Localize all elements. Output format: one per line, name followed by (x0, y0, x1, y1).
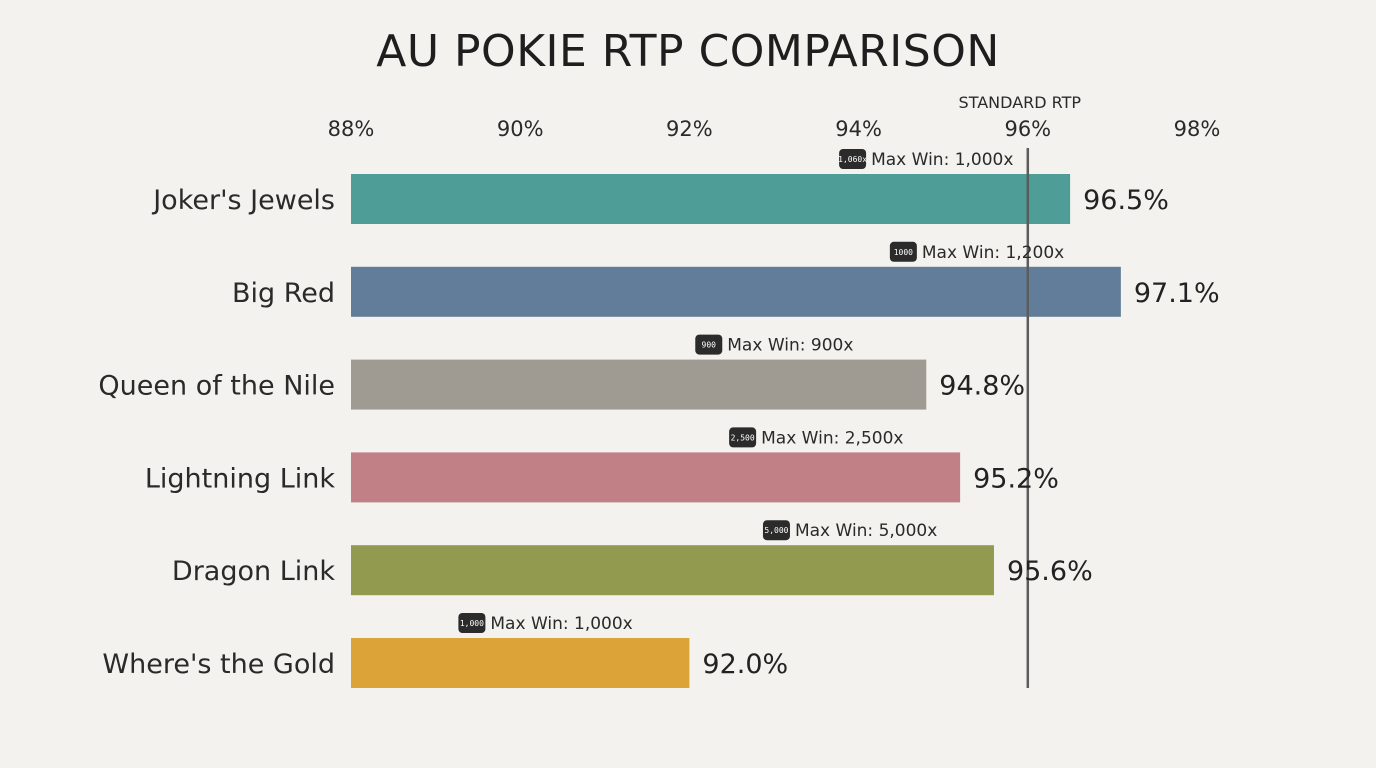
bar (351, 638, 690, 688)
max-win-badge-icon: 900 (695, 334, 723, 355)
value-label: 95.6% (1007, 556, 1093, 587)
category-label: Dragon Link (172, 556, 335, 587)
x-tick-label: 90% (497, 117, 544, 141)
value-label: 97.1% (1134, 278, 1220, 309)
max-win-badge-icon: 5,000 (762, 520, 790, 541)
badge-background (695, 334, 723, 355)
x-tick-label: 96% (1004, 117, 1051, 141)
x-tick-label: 94% (835, 117, 882, 141)
badge-background (839, 149, 867, 169)
max-win-label: Max Win: 1,000x (871, 150, 1013, 170)
value-labels: 96.5% 97.1% 94.8% 95.2% 95.6% 92.0% (702, 185, 1219, 680)
max-win-badge-icon: 1,060x (838, 149, 867, 169)
category-label: Lightning Link (145, 463, 335, 494)
max-win-badge-icon: 1000 (889, 241, 917, 262)
max-win-label: Max Win: 5,000x (795, 521, 937, 541)
badge-background (762, 520, 790, 541)
value-label: 96.5% (1083, 185, 1169, 216)
bar (351, 266, 1121, 317)
max-win-label: Max Win: 1,200x (922, 243, 1064, 263)
value-label: 94.8% (939, 371, 1025, 402)
chart-title: AU POKIE RTP COMPARISON (376, 26, 1000, 77)
category-label: Joker's Jewels (151, 185, 335, 216)
badge-text: 1,060x (838, 155, 867, 164)
bar (351, 359, 927, 410)
x-tick-label: 92% (666, 117, 713, 141)
badge-background (889, 241, 917, 262)
bar (351, 545, 994, 596)
category-labels: Joker's Jewels Big Red Queen of the Nile Li… (98, 185, 335, 680)
bar (351, 452, 961, 503)
x-tick-label: 88% (328, 117, 375, 141)
value-label: 92.0% (702, 649, 788, 680)
badge-text: 900 (702, 341, 717, 350)
value-label: 95.2% (973, 463, 1059, 494)
badge-background (729, 427, 757, 448)
reference-line-group: STANDARD RTP (959, 93, 1082, 688)
max-win-badge-icon: 2,500 (729, 427, 757, 448)
standard-rtp-label: STANDARD RTP (959, 93, 1082, 112)
category-label: Queen of the Nile (98, 371, 335, 402)
category-label: Where's the Gold (102, 649, 335, 680)
bars (351, 174, 1121, 688)
max-win-annotations: 1,060x Max Win: 1,000x 1000 Max Win: 1,200x… (458, 149, 1064, 634)
max-win-label: Max Win: 2,500x (761, 428, 903, 448)
max-win-label: Max Win: 1,000x (490, 614, 632, 634)
max-win-badge-icon: 1,000 (458, 613, 486, 633)
x-tick-label: 98% (1174, 117, 1221, 141)
bar (351, 174, 1071, 224)
badge-background (458, 613, 486, 633)
x-axis-ticks: 88% 90% 92% 94% 96% 98% (328, 117, 1221, 141)
category-label: Big Red (232, 278, 335, 309)
max-win-label: Max Win: 900x (727, 336, 853, 356)
badge-text: 1,000 (460, 619, 484, 628)
badge-text: 1000 (894, 248, 913, 257)
badge-text: 2,500 (731, 433, 755, 442)
badge-text: 5,000 (764, 526, 788, 535)
